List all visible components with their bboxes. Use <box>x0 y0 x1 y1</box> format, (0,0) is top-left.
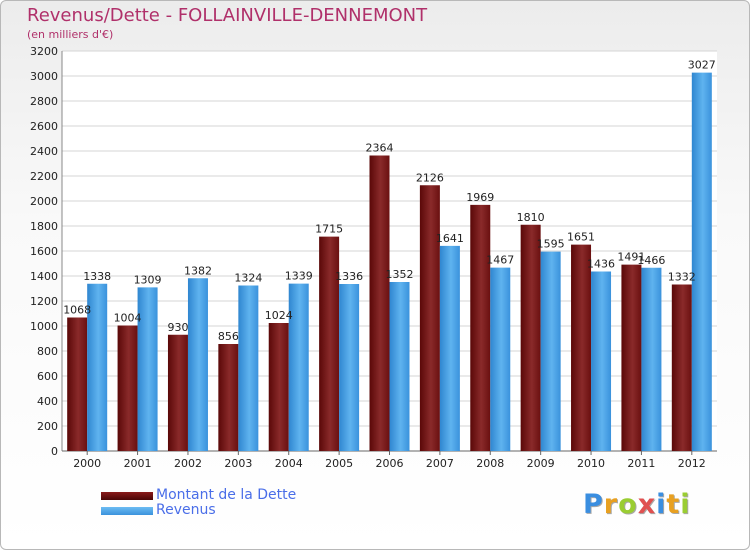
data-label-revenus: 1466 <box>637 254 665 267</box>
data-label-revenus: 1382 <box>184 264 212 277</box>
y-tick-label: 0 <box>51 445 58 458</box>
bar-dette <box>369 155 390 451</box>
legend-swatch-dette <box>101 492 153 500</box>
y-tick-label: 3000 <box>30 70 58 83</box>
data-label-revenus: 1339 <box>285 270 313 283</box>
bar-revenus <box>540 251 561 451</box>
data-label-revenus: 1336 <box>335 270 363 283</box>
legend-swatch-revenus <box>101 507 153 515</box>
data-label-dette: 1004 <box>114 312 142 325</box>
data-label-dette: 1491 <box>617 251 645 264</box>
bar-revenus <box>439 245 460 451</box>
bar-dette <box>117 325 138 451</box>
bar-revenus <box>591 271 612 451</box>
data-label-dette: 856 <box>218 330 239 343</box>
y-tick-label: 1600 <box>30 245 58 258</box>
data-label-dette: 1969 <box>466 191 494 204</box>
x-tick-label: 2000 <box>73 457 101 470</box>
data-label-dette: 1332 <box>668 271 696 284</box>
bar-dette <box>67 317 88 451</box>
data-label-dette: 2364 <box>366 142 394 155</box>
chart-subtitle: (en milliers d'€) <box>27 28 114 41</box>
bar-revenus <box>238 285 259 451</box>
data-label-dette: 1024 <box>265 309 293 322</box>
bar-dette <box>470 204 491 451</box>
x-tick-label: 2006 <box>376 457 404 470</box>
x-tick-label: 2001 <box>124 457 152 470</box>
bar-revenus <box>288 283 309 451</box>
x-tick-label: 2008 <box>476 457 504 470</box>
bar-revenus <box>87 283 108 451</box>
x-tick-label: 2005 <box>325 457 353 470</box>
logo-letter: i <box>656 489 667 520</box>
y-tick-label: 2200 <box>30 170 58 183</box>
bar-dette <box>520 224 541 451</box>
data-label-revenus: 1595 <box>537 238 565 251</box>
bar-dette <box>621 264 642 451</box>
bar-revenus <box>137 287 158 451</box>
y-tick-label: 400 <box>37 395 58 408</box>
data-label-dette: 2126 <box>416 171 444 184</box>
x-tick-label: 2007 <box>426 457 454 470</box>
y-tick-label: 200 <box>37 420 58 433</box>
data-label-revenus: 1309 <box>134 273 162 286</box>
y-tick-label: 600 <box>37 370 58 383</box>
logo-letter: P <box>583 489 604 520</box>
bar-dette <box>167 334 188 451</box>
bar-revenus <box>490 267 511 451</box>
x-tick-label: 2010 <box>577 457 605 470</box>
data-label-revenus: 3027 <box>688 59 716 72</box>
y-tick-label: 1000 <box>30 320 58 333</box>
logo-letter: o <box>618 489 638 520</box>
bar-dette <box>319 236 340 451</box>
logo-letter: r <box>603 489 619 520</box>
x-tick-label: 2011 <box>627 457 655 470</box>
logo-letter: x <box>637 489 657 520</box>
y-tick-label: 1200 <box>30 295 58 308</box>
data-label-revenus: 1338 <box>83 270 111 283</box>
y-tick-label: 2600 <box>30 120 58 133</box>
x-tick-label: 2003 <box>224 457 252 470</box>
bar-revenus <box>187 278 208 451</box>
y-tick-label: 2800 <box>30 95 58 108</box>
chart-title: Revenus/Dette - FOLLAINVILLE-DENNEMONT <box>27 5 428 26</box>
data-label-dette: 1068 <box>63 304 91 317</box>
y-tick-label: 3200 <box>30 45 58 58</box>
data-label-dette: 1810 <box>517 211 545 224</box>
y-tick-label: 1800 <box>30 220 58 233</box>
x-tick-label: 2012 <box>678 457 706 470</box>
data-label-revenus: 1467 <box>486 254 514 267</box>
legend-label-dette: Montant de la Dette <box>156 487 297 503</box>
y-tick-label: 1400 <box>30 270 58 283</box>
data-label-dette: 1715 <box>315 223 343 236</box>
y-tick-label: 2400 <box>30 145 58 158</box>
x-tick-label: 2004 <box>275 457 303 470</box>
data-label-revenus: 1436 <box>587 258 615 271</box>
x-tick-label: 2002 <box>174 457 202 470</box>
bar-dette <box>671 284 692 451</box>
proxiti-logo: Proxiti <box>583 489 691 520</box>
data-label-dette: 1651 <box>567 231 595 244</box>
bar-revenus <box>641 267 662 451</box>
logo-letter: t <box>666 489 681 520</box>
data-label-revenus: 1641 <box>436 232 464 245</box>
y-tick-label: 2000 <box>30 195 58 208</box>
bar-dette <box>218 344 239 451</box>
data-label-revenus: 1324 <box>234 272 262 285</box>
bar-dette <box>268 323 289 451</box>
bar-revenus <box>691 72 712 451</box>
bar-dette <box>571 244 592 451</box>
bar-dette <box>419 185 440 451</box>
legend-label-revenus: Revenus <box>156 502 216 518</box>
data-label-revenus: 1352 <box>386 268 414 281</box>
bar-revenus <box>339 284 360 451</box>
x-tick-label: 2009 <box>527 457 555 470</box>
y-tick-label: 800 <box>37 345 58 358</box>
data-label-dette: 930 <box>167 321 188 334</box>
logo-letter: i <box>680 489 691 520</box>
bar-revenus <box>389 282 410 451</box>
